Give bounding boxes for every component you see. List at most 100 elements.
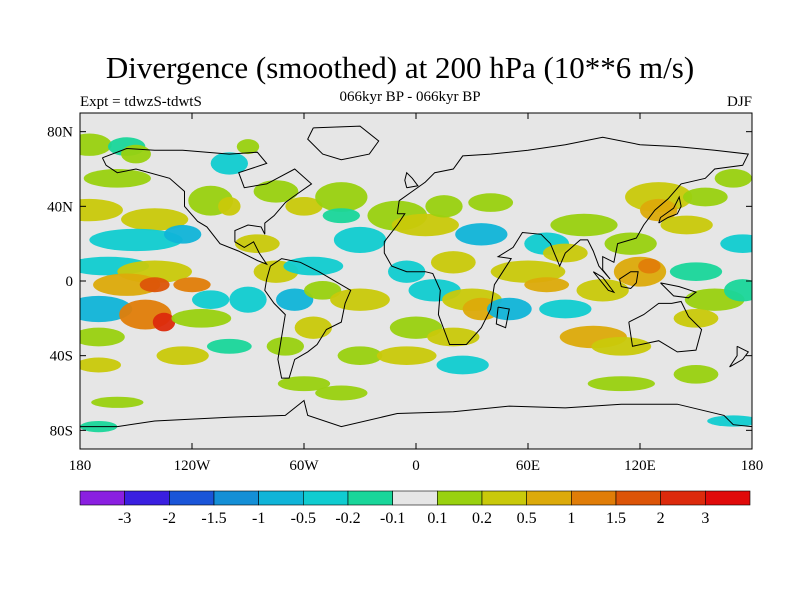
divergence-contour — [121, 208, 189, 231]
divergence-contour — [389, 316, 443, 339]
legend-swatch — [347, 490, 393, 506]
chart-title: Divergence (smoothed) at 200 hPa (10**6 … — [105, 50, 695, 85]
divergence-contour — [164, 225, 202, 244]
legend-label: 0.2 — [472, 510, 492, 527]
divergence-contour — [304, 281, 342, 300]
divergence-contour — [427, 327, 480, 347]
divergence-contour — [236, 139, 260, 155]
divergence-contour — [315, 182, 368, 212]
lon-label: 0 — [412, 458, 420, 474]
legend-swatch — [615, 490, 661, 506]
lon-label: 120E — [624, 458, 656, 474]
divergence-contour — [91, 396, 144, 408]
coastline-australia — [628, 300, 703, 353]
legend-label: -0.1 — [380, 510, 405, 527]
divergence-contour — [682, 187, 728, 207]
legend-swatch — [660, 490, 706, 506]
divergence-field — [80, 133, 752, 433]
divergence-contour — [638, 258, 661, 274]
divergence-contour — [206, 338, 252, 354]
divergence-contour — [173, 277, 211, 293]
lon-label: 120W — [174, 458, 212, 474]
divergence-contour — [640, 198, 678, 222]
coastline-borneo — [619, 271, 639, 290]
divergence-contour — [283, 256, 344, 276]
season-label: DJF — [726, 94, 752, 110]
legend-swatch — [481, 490, 527, 506]
divergence-contour — [139, 277, 170, 293]
period-label: 066kyr BP - 066kyr BP — [339, 89, 481, 105]
coastline-new-guinea — [660, 282, 698, 299]
coastline-greenland — [307, 125, 380, 161]
lon-label: 180 — [741, 458, 764, 474]
divergence-contour — [171, 309, 232, 328]
legend-label: 2 — [657, 510, 665, 527]
divergence-contour — [376, 346, 437, 365]
divergence-contour — [276, 288, 314, 311]
coastline-madagascar — [495, 306, 510, 329]
divergence-contour — [80, 198, 123, 222]
divergence-contour — [229, 286, 267, 313]
divergence-contour — [430, 251, 476, 274]
divergence-contour — [673, 365, 719, 384]
legend-label: 3 — [701, 510, 709, 527]
legend-label: 0.5 — [517, 510, 537, 527]
coastlines — [80, 125, 752, 428]
legend-swatch — [169, 490, 215, 506]
divergence-contour — [121, 144, 151, 164]
divergence-contour — [152, 312, 176, 332]
lat-label: 0 — [66, 274, 74, 290]
coastline-new-zealand — [729, 345, 750, 368]
legend-swatch — [124, 490, 170, 506]
legend-swatch — [437, 490, 483, 506]
divergence-contour — [192, 290, 230, 309]
coastline-north-america — [101, 147, 313, 266]
legend-swatch — [213, 490, 259, 506]
divergence-contour — [322, 208, 361, 224]
divergence-contour — [93, 273, 161, 296]
divergence-contour — [468, 193, 514, 212]
divergence-contour — [391, 213, 459, 237]
divergence-contour — [669, 262, 723, 281]
legend-label: -0.5 — [291, 510, 316, 527]
divergence-contour — [80, 295, 133, 323]
divergence-contour — [524, 277, 570, 293]
lat-label: 80S — [50, 423, 73, 439]
divergence-contour — [720, 234, 752, 253]
divergence-contour — [425, 195, 463, 218]
divergence-contour — [156, 346, 209, 365]
lat-label: 40S — [50, 349, 73, 365]
divergence-contour — [576, 279, 629, 302]
legend-label: 1.5 — [606, 510, 626, 527]
coastline-uk — [404, 171, 419, 189]
legend-label: -0.2 — [335, 510, 360, 527]
legend-swatch — [526, 490, 572, 506]
divergence-contour — [266, 337, 305, 356]
divergence-contour — [724, 279, 752, 302]
coastline-japan — [658, 195, 682, 224]
legend-swatch — [303, 490, 349, 506]
divergence-contour — [234, 234, 280, 254]
latitude-labels: 80N 40N 0 40S 80S — [47, 125, 73, 440]
color-legend: -3 -2 -1.5 -1 -0.5 -0.2 -0.1 0.1 0.2 0.5 1 1.5 2 3 — [79, 490, 751, 527]
divergence-contour — [80, 133, 112, 156]
coastline-eurasia-africa — [383, 136, 750, 345]
divergence-contour — [83, 169, 151, 188]
legend-label: -1.5 — [201, 510, 226, 527]
divergence-contour — [604, 232, 657, 255]
divergence-contour — [550, 213, 618, 237]
divergence-contour — [294, 316, 333, 339]
divergence-contour — [337, 346, 383, 365]
divergence-contour — [210, 152, 248, 175]
lon-label: 60E — [516, 458, 540, 474]
divergence-contour — [315, 385, 368, 401]
divergence-contour — [218, 197, 241, 216]
divergence-contour — [333, 226, 387, 253]
axis-ticks — [79, 113, 753, 449]
lat-label: 40N — [47, 199, 73, 215]
map-plot-area — [80, 113, 752, 449]
lat-label: 80N — [47, 125, 73, 141]
divergence-contour — [673, 309, 719, 328]
divergence-contour — [277, 376, 331, 392]
divergence-contour — [490, 260, 566, 283]
